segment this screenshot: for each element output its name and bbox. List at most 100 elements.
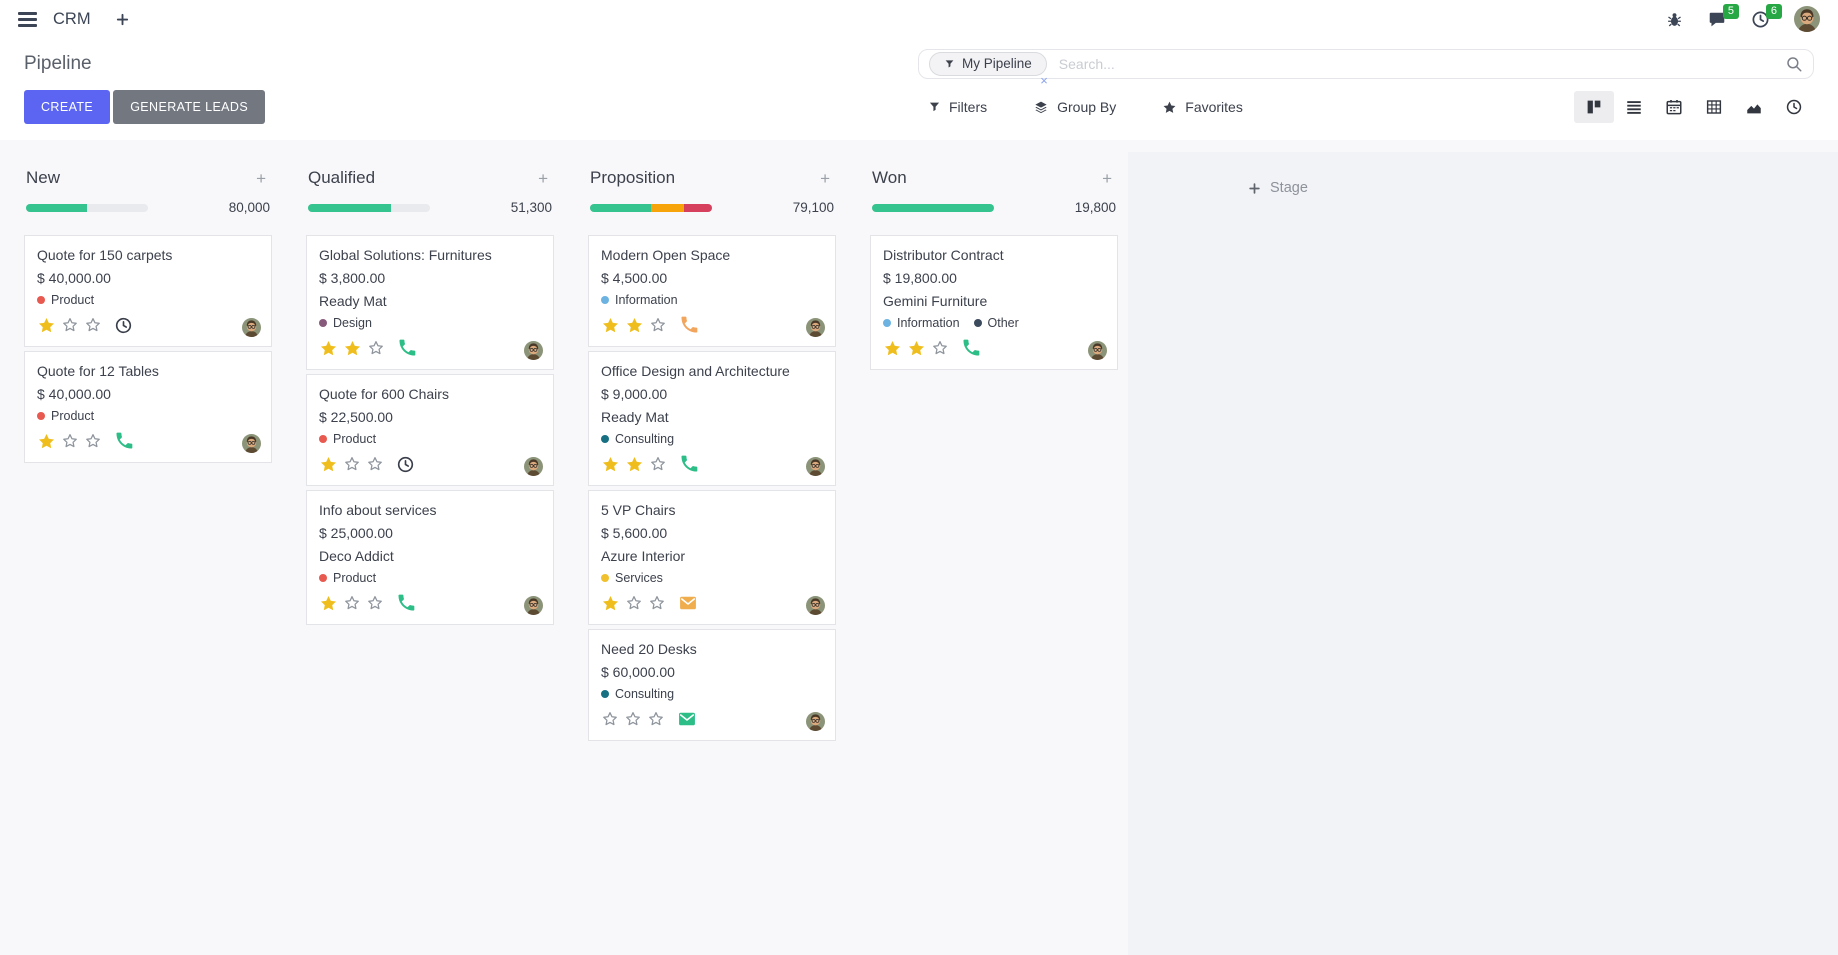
column-add-record-icon[interactable]: + — [256, 168, 266, 188]
tag: Design — [319, 316, 372, 330]
progress-segment — [590, 203, 651, 212]
envelope-icon[interactable] — [677, 709, 697, 729]
salesperson-avatar[interactable] — [524, 596, 543, 615]
priority-star-filled-icon[interactable] — [319, 339, 338, 358]
column-progressbar[interactable] — [26, 203, 148, 212]
view-switch-list-icon[interactable] — [1614, 91, 1654, 123]
salesperson-avatar[interactable] — [1088, 341, 1107, 360]
kanban-card[interactable]: Quote for 600 Chairs $ 22,500.00 Product — [306, 374, 554, 486]
priority-star-filled-icon[interactable] — [907, 339, 926, 358]
priority-star-filled-icon[interactable] — [601, 316, 620, 335]
priority-star-filled-icon[interactable] — [601, 594, 620, 613]
clock-icon[interactable] — [114, 316, 133, 335]
kanban-card[interactable]: Quote for 12 Tables $ 40,000.00 Product — [24, 351, 272, 463]
salesperson-avatar[interactable] — [524, 341, 543, 360]
apps-menu-icon[interactable] — [18, 11, 37, 27]
user-avatar[interactable] — [1794, 6, 1820, 32]
priority-star-filled-icon[interactable] — [37, 432, 56, 451]
current-app-name[interactable]: CRM — [53, 9, 91, 28]
priority-star-filled-icon[interactable] — [625, 316, 644, 335]
phone-icon[interactable] — [679, 454, 699, 474]
priority-star-empty-icon[interactable] — [649, 316, 667, 334]
salesperson-avatar[interactable] — [242, 434, 261, 453]
column-add-record-icon[interactable]: + — [538, 168, 548, 188]
kanban-card[interactable]: Modern Open Space $ 4,500.00 Information — [588, 235, 836, 347]
envelope-icon[interactable] — [678, 593, 698, 613]
search-input[interactable] — [1056, 55, 1785, 73]
column-add-record-icon[interactable]: + — [1102, 168, 1112, 188]
group-by-menu[interactable]: Group By — [1033, 99, 1116, 115]
top-navbar: CRM 5 6 — [0, 0, 1838, 38]
priority-star-empty-icon[interactable] — [367, 339, 385, 357]
priority-star-empty-icon[interactable] — [647, 710, 665, 728]
add-stage-button[interactable]: Stage — [1248, 180, 1308, 196]
kanban-card[interactable]: Global Solutions: Furnitures $ 3,800.00 … — [306, 235, 554, 370]
tag-dot — [319, 319, 327, 327]
priority-star-empty-icon[interactable] — [366, 594, 384, 612]
kanban-card[interactable]: Quote for 150 carpets $ 40,000.00 Produc… — [24, 235, 272, 347]
priority-star-filled-icon[interactable] — [883, 339, 902, 358]
column-progressbar[interactable] — [308, 203, 430, 212]
view-switch-graph-icon[interactable] — [1734, 91, 1774, 123]
salesperson-avatar[interactable] — [242, 318, 261, 337]
debug-bug-icon[interactable] — [1666, 10, 1683, 29]
salesperson-avatar[interactable] — [806, 457, 825, 476]
phone-icon[interactable] — [114, 431, 134, 451]
column-progressbar[interactable] — [872, 203, 994, 212]
search-magnifier-icon[interactable] — [1785, 55, 1803, 73]
phone-icon[interactable] — [396, 593, 416, 613]
column-add-record-icon[interactable]: + — [820, 168, 830, 188]
priority-star-filled-icon[interactable] — [37, 316, 56, 335]
phone-icon[interactable] — [679, 315, 699, 335]
priority-star-empty-icon[interactable] — [931, 339, 949, 357]
salesperson-avatar[interactable] — [524, 457, 543, 476]
kanban-card[interactable]: Office Design and Architecture $ 9,000.0… — [588, 351, 836, 486]
priority-star-filled-icon[interactable] — [625, 455, 644, 474]
phone-icon[interactable] — [961, 338, 981, 358]
column-progressbar[interactable] — [590, 203, 712, 212]
view-switch-pivot-icon[interactable] — [1694, 91, 1734, 123]
priority-star-empty-icon[interactable] — [601, 710, 619, 728]
priority-star-empty-icon[interactable] — [649, 455, 667, 473]
salesperson-avatar[interactable] — [806, 318, 825, 337]
view-switch-activity-icon[interactable] — [1774, 91, 1814, 123]
priority-star-empty-icon[interactable] — [343, 594, 361, 612]
priority-star-filled-icon[interactable] — [319, 455, 338, 474]
priority-star-filled-icon[interactable] — [601, 455, 620, 474]
priority-star-filled-icon[interactable] — [343, 339, 362, 358]
salesperson-avatar[interactable] — [806, 596, 825, 615]
facet-remove-icon[interactable]: × — [1040, 73, 1048, 88]
tag-dot — [601, 435, 609, 443]
search-bar[interactable]: My Pipeline × — [918, 49, 1814, 88]
priority-star-empty-icon[interactable] — [648, 594, 666, 612]
kanban-card[interactable]: Distributor Contract $ 19,800.00 Gemini … — [870, 235, 1118, 370]
create-button[interactable]: CREATE — [24, 90, 111, 124]
phone-icon[interactable] — [397, 338, 417, 358]
kanban-card[interactable]: 5 VP Chairs $ 5,600.00 Azure Interior Se… — [588, 490, 836, 625]
filters-menu[interactable]: Filters — [928, 99, 987, 115]
activities-clock-icon[interactable]: 6 — [1751, 3, 1782, 29]
salesperson-avatar[interactable] — [806, 712, 825, 731]
priority-star-empty-icon[interactable] — [61, 432, 79, 450]
priority-star-empty-icon[interactable] — [84, 432, 102, 450]
messages-icon[interactable]: 5 — [1707, 3, 1739, 29]
kanban-card[interactable]: Info about services $ 25,000.00 Deco Add… — [306, 490, 554, 625]
view-switch-kanban-icon[interactable] — [1574, 91, 1614, 123]
view-switch-calendar-icon[interactable] — [1654, 91, 1694, 123]
priority-star-empty-icon[interactable] — [61, 316, 79, 334]
priority-star-empty-icon[interactable] — [625, 594, 643, 612]
favorites-menu[interactable]: Favorites — [1162, 99, 1243, 115]
tag-dot — [319, 435, 327, 443]
clock-icon[interactable] — [396, 455, 415, 474]
priority-star-empty-icon[interactable] — [624, 710, 642, 728]
priority-star-empty-icon[interactable] — [366, 455, 384, 473]
generate-leads-button[interactable]: GENERATE LEADS — [113, 90, 266, 124]
priority-star-empty-icon[interactable] — [343, 455, 361, 473]
tag: Services — [601, 571, 663, 585]
new-tab-plus-icon[interactable] — [115, 12, 130, 27]
kanban-card[interactable]: Need 20 Desks $ 60,000.00 Consulting — [588, 629, 836, 741]
card-partner: Ready Mat — [319, 293, 387, 309]
search-facet-my-pipeline[interactable]: My Pipeline × — [929, 52, 1048, 88]
priority-star-filled-icon[interactable] — [319, 594, 338, 613]
priority-star-empty-icon[interactable] — [84, 316, 102, 334]
